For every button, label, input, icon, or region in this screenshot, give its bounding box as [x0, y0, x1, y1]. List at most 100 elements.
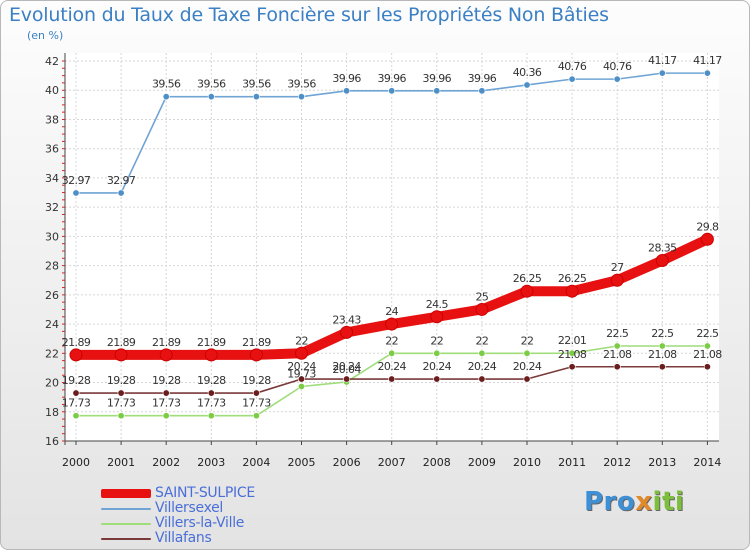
- y-unit-label: (en %): [27, 29, 64, 42]
- data-label-Villersexel-2004: 39.56: [242, 78, 271, 91]
- data-label-Villafans-2004: 19.28: [242, 374, 271, 387]
- y-tick-label-20: 20: [45, 377, 59, 390]
- point-Villersexel-2003: [207, 93, 215, 101]
- data-label-SAINT-SULPICE-2013: 28.35: [648, 242, 677, 255]
- data-label-Villers-la-Ville-2009: 22: [475, 334, 488, 347]
- point-SAINT-SULPICE-2012: [610, 273, 624, 287]
- point-Villers-la-Ville-2002: [162, 412, 170, 420]
- data-label-Villers-la-Ville-2013: 22.5: [651, 327, 674, 340]
- x-tick-label-2009: 2009: [468, 456, 496, 469]
- point-Villafans-2008: [433, 375, 441, 383]
- x-tick-label-2007: 2007: [378, 456, 406, 469]
- point-Villafans-2001: [117, 389, 125, 397]
- legend-swatch: [101, 538, 151, 540]
- data-label-Villersexel-2013: 41.17: [648, 54, 677, 67]
- data-label-Villersexel-2007: 39.96: [377, 72, 406, 85]
- point-Villafans-2013: [658, 363, 666, 371]
- point-SAINT-SULPICE-2013: [655, 254, 669, 267]
- data-label-SAINT-SULPICE-2012: 27: [611, 261, 624, 274]
- data-label-SAINT-SULPICE-2006: 23.43: [332, 313, 361, 326]
- data-label-Villafans-2014: 21.08: [693, 348, 722, 361]
- point-Villersexel-2000: [72, 189, 80, 197]
- data-label-Villersexel-2009: 39.96: [468, 72, 497, 85]
- point-Villersexel-2014: [703, 69, 711, 77]
- point-Villers-la-Ville-2012: [613, 342, 621, 350]
- point-Villafans-2012: [613, 363, 621, 371]
- point-Villafans-2003: [207, 389, 215, 397]
- y-tick-label-42: 42: [45, 55, 59, 68]
- data-label-Villafans-2003: 19.28: [197, 374, 226, 387]
- point-Villafans-2005: [297, 375, 305, 383]
- data-label-SAINT-SULPICE-2001: 21.89: [107, 336, 136, 349]
- legend-swatch: [101, 523, 151, 525]
- data-label-Villers-la-Ville-2000: 17.73: [62, 397, 91, 410]
- x-tick-label-2011: 2011: [558, 456, 586, 469]
- point-Villersexel-2010: [523, 81, 531, 89]
- data-label-Villers-la-Ville-2008: 22: [430, 334, 443, 347]
- data-label-Villafans-2010: 20.24: [513, 360, 542, 373]
- data-label-Villersexel-2000: 32.97: [62, 174, 91, 187]
- point-Villersexel-2007: [388, 87, 396, 95]
- data-label-Villafans-2008: 20.24: [423, 360, 452, 373]
- data-label-Villers-la-Ville-2006: 20.04: [332, 363, 361, 376]
- logo-part-x: x: [635, 487, 653, 517]
- data-label-Villers-la-Ville-2012: 22.5: [606, 327, 629, 340]
- x-tick-label-2008: 2008: [423, 456, 451, 469]
- x-tick-label-2001: 2001: [107, 456, 135, 469]
- point-Villersexel-2001: [117, 189, 125, 197]
- data-label-Villersexel-2014: 41.17: [693, 54, 722, 67]
- x-tick-label-2005: 2005: [288, 456, 316, 469]
- data-label-SAINT-SULPICE-2002: 21.89: [152, 336, 181, 349]
- point-Villafans-2011: [568, 363, 576, 371]
- x-tick-label-2004: 2004: [242, 456, 270, 469]
- point-Villers-la-Ville-2004: [252, 412, 260, 420]
- proxiti-logo: Proxiti: [584, 487, 684, 517]
- y-tick-label-40: 40: [45, 84, 59, 97]
- data-label-Villafans-2002: 19.28: [152, 374, 181, 387]
- data-label-Villers-la-Ville-2003: 17.73: [197, 397, 226, 410]
- point-SAINT-SULPICE-2002: [159, 348, 173, 362]
- x-tick-label-2012: 2012: [603, 456, 631, 469]
- legend-swatch: [101, 489, 151, 498]
- y-tick-label-16: 16: [45, 435, 59, 448]
- y-tick-label-30: 30: [45, 230, 59, 243]
- point-Villers-la-Ville-2009: [478, 349, 486, 357]
- point-Villersexel-2009: [478, 87, 486, 95]
- x-tick-label-2006: 2006: [333, 456, 361, 469]
- point-Villafans-2007: [388, 375, 396, 383]
- data-label-Villers-la-Ville-2010: 22: [521, 334, 534, 347]
- data-label-Villafans-2007: 20.24: [377, 360, 406, 373]
- point-Villafans-2006: [343, 375, 351, 383]
- data-label-Villersexel-2001: 32.97: [107, 174, 136, 187]
- legend-label: Villers-la-Ville: [155, 515, 245, 531]
- data-label-Villers-la-Ville-2001: 17.73: [107, 397, 136, 410]
- x-tick-label-2010: 2010: [513, 456, 541, 469]
- point-Villafans-2009: [478, 375, 486, 383]
- point-Villersexel-2012: [613, 75, 621, 83]
- chart-title: Evolution du Taux de Taxe Foncière sur l…: [9, 4, 609, 26]
- point-Villers-la-Ville-2013: [658, 342, 666, 350]
- point-SAINT-SULPICE-2014: [700, 232, 714, 246]
- point-SAINT-SULPICE-2003: [204, 348, 218, 362]
- data-label-Villafans-2011: 21.08: [558, 348, 587, 361]
- data-label-SAINT-SULPICE-2011: 26.25: [558, 272, 587, 285]
- data-label-Villersexel-2012: 40.76: [603, 60, 632, 73]
- y-tick-label-26: 26: [45, 289, 59, 302]
- data-label-Villersexel-2011: 40.76: [558, 60, 587, 73]
- data-label-Villafans-2009: 20.24: [468, 360, 497, 373]
- x-tick-label-2000: 2000: [62, 456, 90, 469]
- point-SAINT-SULPICE-2009: [475, 302, 489, 316]
- point-Villers-la-Ville-2005: [297, 382, 305, 390]
- point-Villersexel-2005: [297, 93, 305, 101]
- data-label-Villersexel-2003: 39.56: [197, 78, 226, 91]
- logo-part-iti: iti: [652, 487, 685, 517]
- data-label-Villersexel-2002: 39.56: [152, 78, 181, 91]
- data-label-SAINT-SULPICE-2008: 24.5: [426, 298, 449, 311]
- y-tick-label-32: 32: [45, 201, 59, 214]
- point-SAINT-SULPICE-2007: [385, 317, 399, 331]
- data-label-SAINT-SULPICE-2005: 22: [295, 334, 308, 347]
- point-Villafans-2004: [252, 389, 260, 397]
- x-tick-label-2002: 2002: [152, 456, 180, 469]
